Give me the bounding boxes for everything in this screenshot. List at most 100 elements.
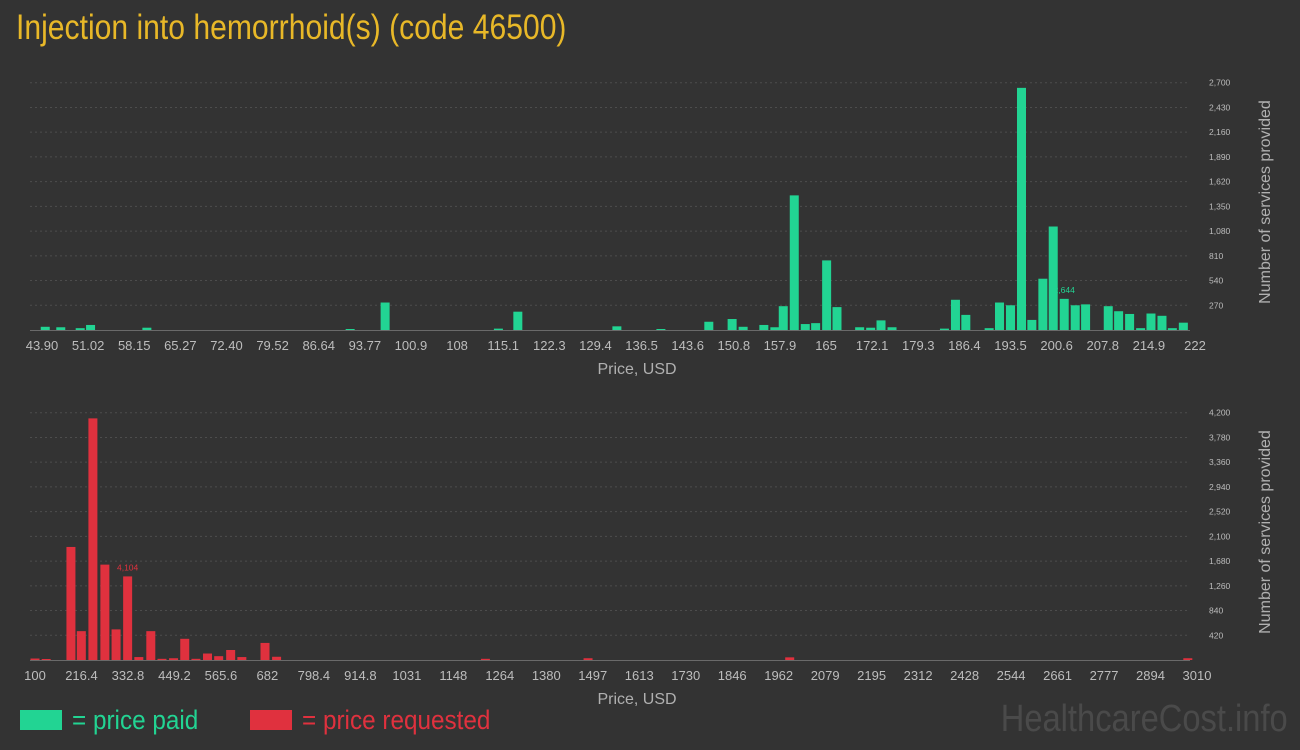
chart1-bar (950, 299, 960, 330)
chart2-x-tick-label: 1730 (671, 668, 700, 683)
chart1-bar (738, 326, 748, 330)
chart2-x-tick-label: 2312 (904, 668, 933, 683)
chart2-y-tick-label: 2,940 (1209, 482, 1231, 492)
chart2-x-tick-label: 2544 (997, 668, 1026, 683)
chart1-bar (961, 314, 971, 330)
chart2-bar (123, 576, 133, 660)
chart1-x-tick-label: 58.15 (118, 338, 151, 353)
chart1-x-tick-label: 186.4 (948, 338, 981, 353)
chart1-y-tick-label: 1,620 (1209, 177, 1231, 187)
chart1-x-tick-label: 43.90 (26, 338, 59, 353)
chart2-bar (157, 658, 167, 660)
chart2-x-tick-label: 682 (257, 668, 279, 683)
chart2-x-tick-label: 1962 (764, 668, 793, 683)
chart2-x-tick-label: 3010 (1183, 668, 1212, 683)
legend-paid-label: = price paid (72, 704, 199, 735)
chart2-x-tick-label: 1264 (485, 668, 514, 683)
chart2-x-tick-label: 1380 (532, 668, 561, 683)
chart1-bar (994, 302, 1004, 330)
chart2-peak-label: 4,104 (117, 562, 139, 572)
chart1-bar (984, 328, 994, 330)
chart2-bar (134, 657, 144, 660)
chart2-bar (100, 564, 110, 660)
chart2-bar (30, 658, 40, 660)
chart2-bar (480, 658, 490, 660)
chart1-bar (770, 327, 780, 330)
chart1-bar (1059, 298, 1069, 330)
legend-requested: = price requested (250, 704, 511, 736)
chart2-y-tick-label: 420 (1209, 630, 1223, 640)
chart1-bar (876, 320, 886, 330)
chart2-bar (76, 631, 86, 660)
chart1-x-tick-label: 122.3 (533, 338, 566, 353)
chart1-bar (1081, 304, 1091, 330)
chart1-bar (656, 329, 666, 330)
chart1-y-tick-label: 2,700 (1209, 78, 1231, 88)
chart2-bar (272, 656, 282, 660)
chart1-x-tick-label: 86.64 (302, 338, 335, 353)
chart2-bar (203, 653, 213, 660)
chart2-y-tick-label: 1,680 (1209, 556, 1231, 566)
chart1-bar (380, 302, 390, 330)
chart1-x-axis-label: Price, USD (597, 361, 676, 378)
brand-watermark: HealthcareCost.info (1000, 698, 1288, 740)
chart1-x-tick-label: 207.8 (1086, 338, 1119, 353)
chart2-bar (1183, 658, 1193, 660)
chart2-bar (785, 657, 795, 660)
chart1-bar (811, 323, 821, 330)
chart2-bar (237, 657, 247, 660)
chart1-bar (345, 329, 355, 330)
chart1-x-tick-label: 93.77 (349, 338, 382, 353)
chart2-bar (214, 656, 224, 660)
chart2-bar (260, 642, 270, 660)
chart1-x-tick-label: 72.40 (210, 338, 243, 353)
chart2-bar (111, 629, 121, 660)
chart1-x-tick-label: 214.9 (1133, 338, 1166, 353)
chart2-x-tick-label: 216.4 (65, 668, 98, 683)
chart1-bar (513, 311, 523, 330)
chart1-bar (1103, 306, 1113, 330)
chart1-bar (1038, 278, 1048, 330)
chart1-bar (40, 326, 50, 330)
chart1-y-tick-label: 2,160 (1209, 127, 1231, 137)
chart1-x-tick-label: 65.27 (164, 338, 197, 353)
chart2-y-tick-label: 2,520 (1209, 507, 1231, 517)
chart2-x-tick-label: 1613 (625, 668, 654, 683)
legend-requested-swatch (250, 710, 292, 730)
chart1-bar (612, 326, 622, 330)
chart1-x-tick-label: 79.52 (256, 338, 289, 353)
legend-requested-label: = price requested (302, 704, 491, 735)
chart1-bar (1070, 305, 1080, 330)
chart2-y-tick-label: 3,780 (1209, 432, 1231, 442)
chart1: 270 540 810 1,080 1,350 1,620 1,890 2,160 2,430 2… (26, 78, 1274, 378)
page-title: Injection into hemorrhoid(s) (code 46500… (16, 8, 567, 47)
chart1-y-tick-label: 270 (1209, 300, 1223, 310)
chart1-x-tick-label: 51.02 (72, 338, 105, 353)
chart2-bar (146, 631, 156, 660)
chart1-bar (1005, 305, 1015, 330)
chart1-x-tick-label: 179.3 (902, 338, 935, 353)
chart1-bar (704, 321, 714, 330)
chart1-bar (1027, 319, 1037, 330)
chart1-bar (56, 327, 66, 330)
chart1-x-tick-label: 193.5 (994, 338, 1027, 353)
chart1-bar (832, 307, 842, 330)
chart2-y-tick-label: 2,100 (1209, 531, 1231, 541)
chart2-x-tick-label: 2894 (1136, 668, 1165, 683)
chart2-bar (191, 658, 201, 660)
chart1-bar (75, 328, 85, 330)
chart1-bar (759, 324, 769, 330)
chart2-bar (66, 546, 76, 660)
chart1-bar (887, 327, 897, 330)
chart2-x-tick-label: 565.6 (205, 668, 238, 683)
chart1-bar (1016, 87, 1026, 330)
chart2-x-axis-label: Price, USD (597, 691, 676, 708)
chart2-x-tick-label: 332.8 (112, 668, 145, 683)
chart1-bar (800, 324, 810, 330)
chart1-bar (493, 328, 503, 330)
chart2-x-tick-label: 1031 (392, 668, 421, 683)
chart1-bar (778, 306, 788, 330)
chart2-x-tick-label: 1148 (439, 668, 467, 683)
chart1-x-tick-label: 165 (815, 338, 837, 353)
chart2-x-tick-label: 1497 (578, 668, 607, 683)
